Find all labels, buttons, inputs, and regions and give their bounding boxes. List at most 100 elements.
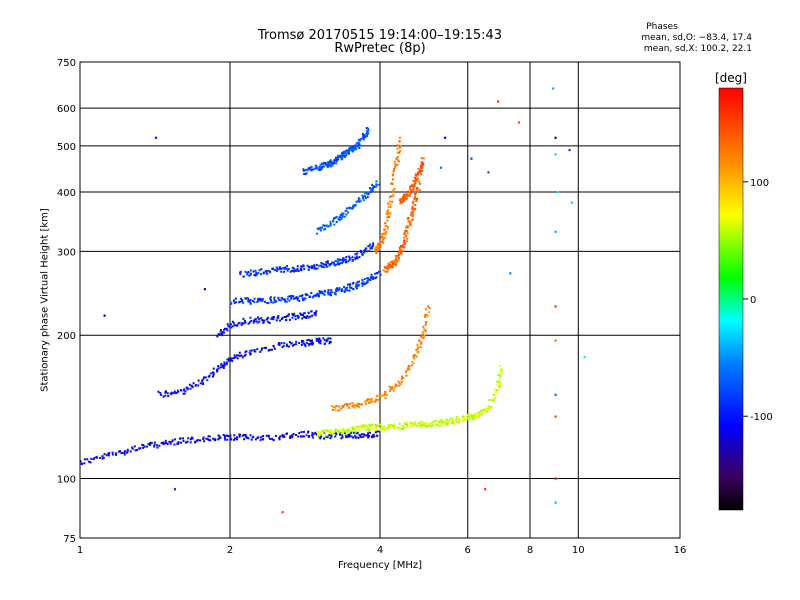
data-point <box>436 419 439 422</box>
data-point <box>348 431 351 434</box>
data-point <box>194 384 197 387</box>
data-point <box>406 368 409 371</box>
data-point <box>362 197 365 200</box>
data-point <box>414 195 417 198</box>
data-point <box>373 428 376 431</box>
data-point <box>431 420 434 423</box>
data-point <box>306 315 309 318</box>
data-point <box>389 206 392 209</box>
data-point <box>397 144 400 147</box>
data-point <box>499 375 502 378</box>
data-point <box>400 427 403 430</box>
data-point <box>371 400 374 403</box>
data-point <box>298 432 301 435</box>
data-point <box>234 297 237 300</box>
data-point <box>278 438 281 441</box>
data-point <box>411 208 414 211</box>
data-point <box>309 168 312 171</box>
data-point <box>233 438 236 441</box>
data-point <box>136 449 139 452</box>
data-point <box>352 404 355 407</box>
data-point <box>375 427 378 430</box>
data-point <box>264 346 267 349</box>
data-point <box>300 344 303 347</box>
data-point <box>377 398 380 401</box>
data-point <box>472 418 475 421</box>
data-point <box>365 135 368 138</box>
data-point <box>358 256 361 259</box>
data-point <box>404 193 407 196</box>
data-point <box>225 327 228 330</box>
data-point <box>383 232 386 235</box>
data-point <box>343 215 346 218</box>
data-point <box>268 270 271 273</box>
data-point <box>294 343 297 346</box>
data-point <box>231 320 234 323</box>
data-point <box>352 147 355 150</box>
data-point <box>79 460 82 463</box>
data-point <box>344 289 347 292</box>
data-point <box>226 329 229 332</box>
data-point <box>329 291 332 294</box>
data-point <box>244 321 247 324</box>
data-point <box>314 312 317 315</box>
data-point <box>221 332 224 335</box>
data-point <box>326 429 329 432</box>
data-point <box>347 433 350 436</box>
data-point <box>330 293 333 296</box>
data-point <box>360 251 363 254</box>
data-point <box>335 288 338 291</box>
data-point <box>291 436 294 439</box>
data-point <box>364 434 367 437</box>
data-point <box>367 278 370 281</box>
data-point <box>389 212 392 215</box>
data-point <box>232 322 235 325</box>
data-point <box>369 400 372 403</box>
data-point <box>304 294 307 297</box>
data-point <box>248 274 251 277</box>
data-point <box>212 367 215 370</box>
data-point <box>356 142 359 145</box>
data-point <box>230 302 233 305</box>
data-point <box>162 395 165 398</box>
data-point <box>301 435 304 438</box>
data-point <box>354 286 357 289</box>
plot-frame <box>79 61 681 539</box>
data-point <box>422 337 425 340</box>
y-tick-label: 100 <box>57 475 76 486</box>
data-point <box>426 425 429 428</box>
data-point <box>302 169 305 172</box>
data-point <box>334 216 337 219</box>
data-point <box>261 437 264 440</box>
data-point <box>387 264 390 267</box>
data-point <box>306 169 309 172</box>
data-point <box>295 296 298 299</box>
data-point <box>310 265 313 268</box>
data-point <box>221 334 224 337</box>
data-point <box>285 268 288 271</box>
data-point <box>307 167 310 170</box>
data-point <box>412 422 415 425</box>
data-point <box>322 337 325 340</box>
data-point <box>227 325 230 328</box>
data-point <box>380 236 383 239</box>
data-point <box>329 437 332 440</box>
data-point <box>341 262 344 265</box>
data-point <box>405 240 408 243</box>
data-point <box>186 388 189 391</box>
data-point <box>401 249 404 252</box>
data-point <box>230 438 233 441</box>
data-point <box>443 136 447 139</box>
data-point <box>310 310 313 313</box>
data-point <box>222 367 225 370</box>
data-point <box>312 433 315 436</box>
data-point <box>423 424 426 427</box>
data-point <box>306 293 309 296</box>
data-point <box>393 389 396 392</box>
data-point <box>315 433 318 436</box>
data-point <box>386 265 389 268</box>
data-point <box>333 217 336 220</box>
x-tick-label: 1 <box>77 545 83 556</box>
data-point <box>370 247 373 250</box>
data-point <box>345 207 348 210</box>
